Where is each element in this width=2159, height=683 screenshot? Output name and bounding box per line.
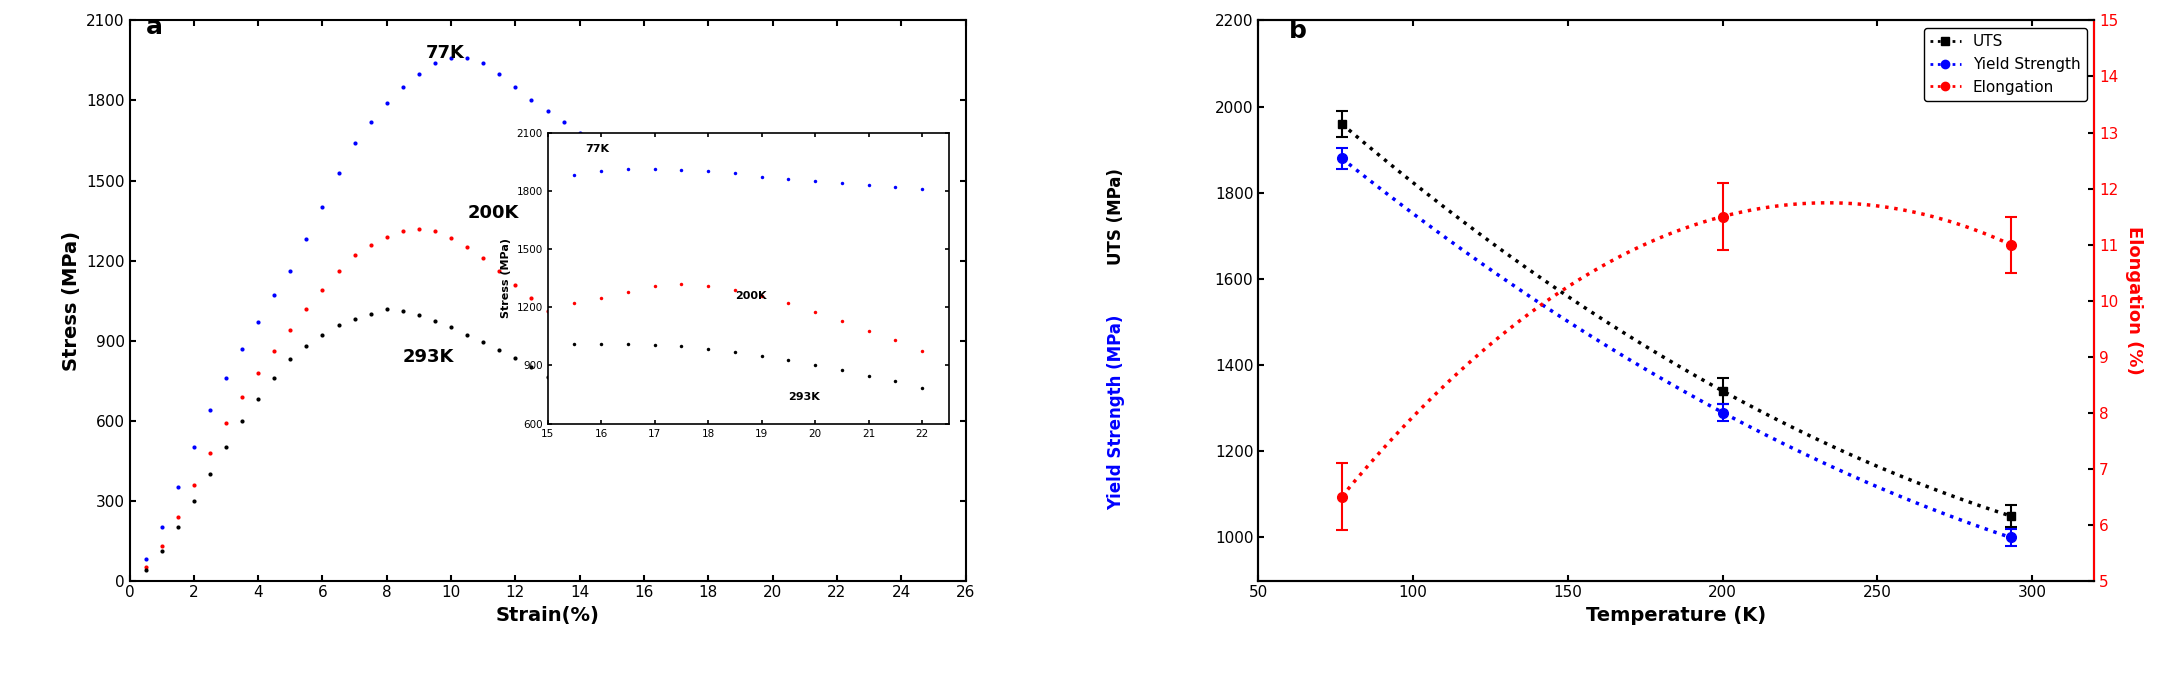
X-axis label: Temperature (K): Temperature (K): [1587, 606, 1766, 625]
Text: 77K: 77K: [425, 44, 464, 62]
X-axis label: Strain(%): Strain(%): [497, 606, 600, 625]
Text: UTS (MPa): UTS (MPa): [1108, 168, 1125, 265]
Y-axis label: Elongation (%): Elongation (%): [2124, 226, 2144, 375]
Legend: UTS, Yield Strength, Elongation: UTS, Yield Strength, Elongation: [1924, 28, 2086, 100]
Y-axis label: Stress (MPa): Stress (MPa): [63, 231, 80, 370]
Text: a: a: [145, 15, 162, 39]
Text: 200K: 200K: [466, 204, 518, 222]
Text: 293K: 293K: [404, 348, 453, 366]
Text: Yield Strength (MPa): Yield Strength (MPa): [1108, 315, 1125, 510]
Text: b: b: [1289, 18, 1306, 43]
